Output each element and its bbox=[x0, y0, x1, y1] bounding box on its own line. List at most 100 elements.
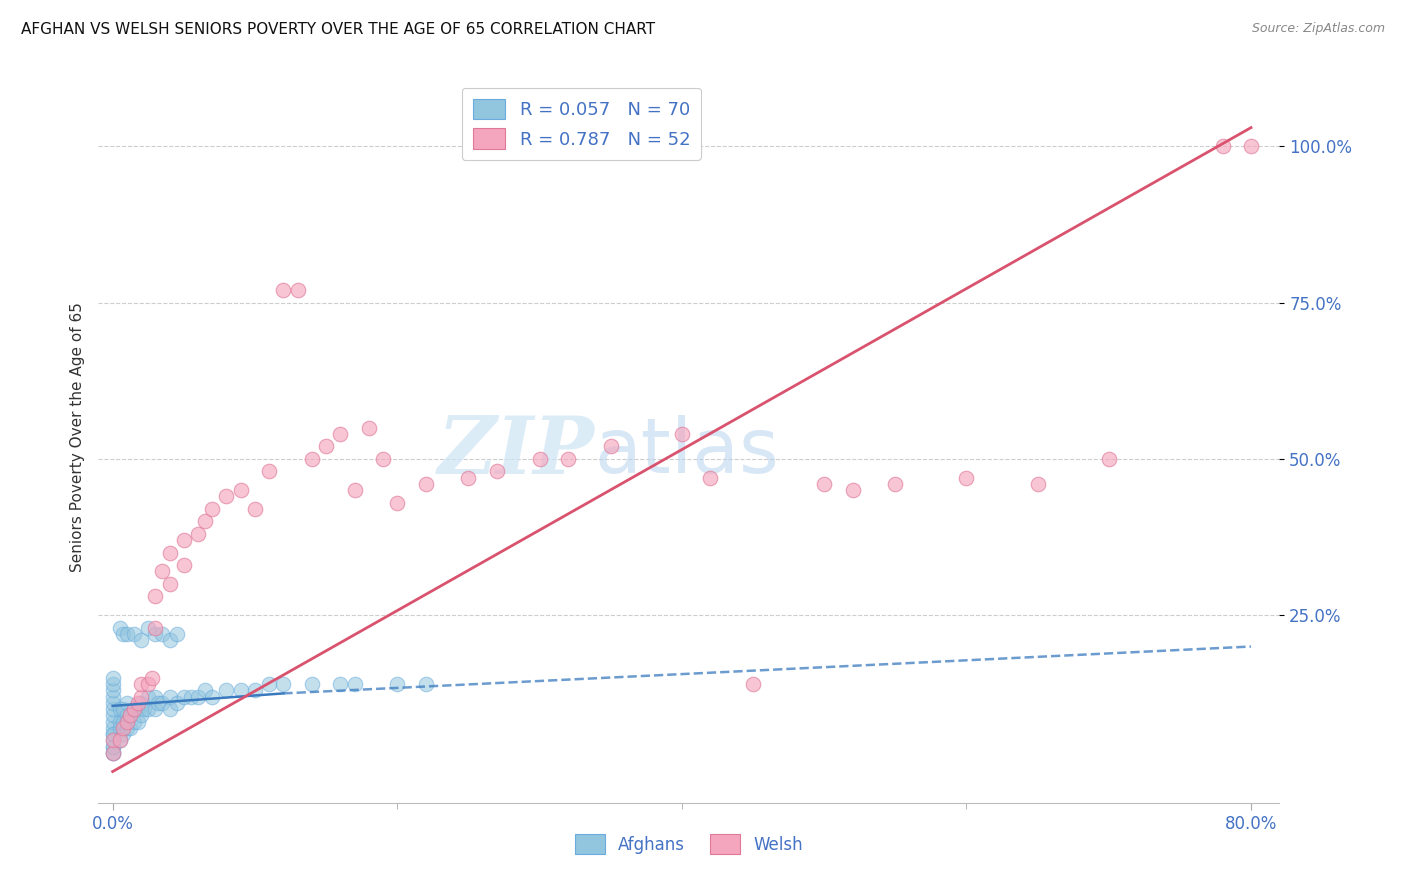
Point bbox=[273, 677, 295, 691]
Point bbox=[129, 690, 152, 704]
Point bbox=[118, 708, 141, 723]
Point bbox=[136, 621, 159, 635]
Point bbox=[101, 683, 124, 698]
Point bbox=[101, 702, 124, 716]
Point bbox=[343, 483, 366, 498]
Point bbox=[273, 283, 295, 297]
Point bbox=[1212, 139, 1234, 153]
Point bbox=[101, 714, 124, 729]
Point bbox=[529, 452, 551, 467]
Y-axis label: Seniors Poverty Over the Age of 65: Seniors Poverty Over the Age of 65 bbox=[69, 302, 84, 572]
Point bbox=[101, 733, 124, 747]
Point bbox=[115, 721, 138, 735]
Point bbox=[329, 426, 352, 441]
Point bbox=[143, 627, 166, 641]
Point bbox=[143, 690, 166, 704]
Point bbox=[122, 714, 145, 729]
Point bbox=[159, 577, 181, 591]
Point bbox=[387, 496, 409, 510]
Point bbox=[671, 426, 693, 441]
Point bbox=[329, 677, 352, 691]
Point bbox=[152, 627, 174, 641]
Point bbox=[201, 690, 224, 704]
Point bbox=[127, 702, 149, 716]
Point bbox=[115, 714, 138, 729]
Point bbox=[122, 627, 145, 641]
Point bbox=[101, 727, 124, 741]
Point bbox=[215, 683, 238, 698]
Point bbox=[111, 727, 134, 741]
Point bbox=[115, 627, 138, 641]
Point bbox=[457, 471, 479, 485]
Point bbox=[841, 483, 863, 498]
Point bbox=[111, 627, 134, 641]
Point bbox=[111, 721, 134, 735]
Point bbox=[229, 683, 252, 698]
Point bbox=[229, 483, 252, 498]
Point bbox=[166, 627, 188, 641]
Point bbox=[111, 714, 134, 729]
Point bbox=[143, 590, 166, 604]
Point bbox=[387, 677, 409, 691]
Text: ZIP: ZIP bbox=[437, 413, 595, 491]
Point bbox=[152, 565, 174, 579]
Point bbox=[201, 502, 224, 516]
Point bbox=[115, 714, 138, 729]
Point bbox=[243, 502, 266, 516]
Text: Source: ZipAtlas.com: Source: ZipAtlas.com bbox=[1251, 22, 1385, 36]
Point bbox=[101, 746, 124, 760]
Point bbox=[118, 721, 141, 735]
Point bbox=[129, 633, 152, 648]
Point bbox=[101, 739, 124, 754]
Point bbox=[243, 683, 266, 698]
Point bbox=[485, 465, 508, 479]
Point bbox=[194, 515, 217, 529]
Point bbox=[371, 452, 394, 467]
Point bbox=[1240, 139, 1263, 153]
Point bbox=[115, 708, 138, 723]
Point bbox=[115, 696, 138, 710]
Point bbox=[343, 677, 366, 691]
Point bbox=[180, 690, 202, 704]
Point bbox=[884, 477, 907, 491]
Point bbox=[699, 471, 721, 485]
Point bbox=[101, 696, 124, 710]
Point bbox=[173, 533, 195, 548]
Point bbox=[118, 708, 141, 723]
Text: AFGHAN VS WELSH SENIORS POVERTY OVER THE AGE OF 65 CORRELATION CHART: AFGHAN VS WELSH SENIORS POVERTY OVER THE… bbox=[21, 22, 655, 37]
Point bbox=[415, 477, 437, 491]
Point bbox=[159, 546, 181, 560]
Point bbox=[152, 696, 174, 710]
Point bbox=[101, 677, 124, 691]
Point bbox=[143, 702, 166, 716]
Point bbox=[159, 633, 181, 648]
Point bbox=[101, 746, 124, 760]
Point bbox=[301, 677, 323, 691]
Point bbox=[101, 727, 124, 741]
Point bbox=[257, 677, 280, 691]
Point bbox=[148, 696, 170, 710]
Point bbox=[415, 677, 437, 691]
Point bbox=[108, 733, 131, 747]
Point bbox=[136, 690, 159, 704]
Point bbox=[173, 690, 195, 704]
Point bbox=[108, 702, 131, 716]
Point bbox=[101, 739, 124, 754]
Point bbox=[194, 683, 217, 698]
Point bbox=[122, 702, 145, 716]
Point bbox=[742, 677, 765, 691]
Point bbox=[101, 690, 124, 704]
Point bbox=[129, 696, 152, 710]
Point bbox=[111, 702, 134, 716]
Point bbox=[136, 702, 159, 716]
Point bbox=[1098, 452, 1121, 467]
Point bbox=[101, 746, 124, 760]
Text: atlas: atlas bbox=[595, 415, 779, 489]
Point bbox=[301, 452, 323, 467]
Point bbox=[187, 527, 209, 541]
Point bbox=[215, 490, 238, 504]
Point bbox=[129, 708, 152, 723]
Legend: Afghans, Welsh: Afghans, Welsh bbox=[568, 828, 810, 860]
Point bbox=[599, 440, 621, 454]
Point bbox=[108, 621, 131, 635]
